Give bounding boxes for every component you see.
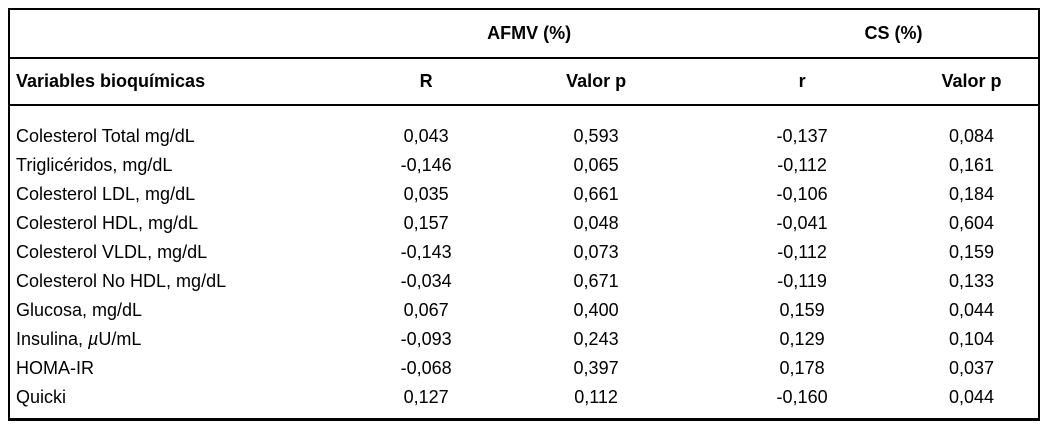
cs-r-cell: -0,106 — [776, 184, 828, 204]
cs-p-cell: 0,037 — [949, 358, 995, 378]
afmv-p-cell: 0,661 — [573, 184, 619, 204]
variable-label-suffix: U/mL — [98, 329, 142, 349]
cs-r-cell: -0,137 — [776, 126, 828, 146]
variable-cell: Triglicéridos, mg/dL — [16, 155, 173, 175]
table-row: Quicki 0,127 0,112 -0,160 0,044 — [9, 383, 1039, 420]
table-body: Colesterol Total mg/dL 0,043 0,593 -0,13… — [9, 105, 1039, 420]
cs-p-cell: 0,184 — [949, 184, 995, 204]
table-row: Glucosa, mg/dL 0,067 0,400 0,159 0,044 — [9, 296, 1039, 325]
cs-p-cell: 0,104 — [949, 329, 995, 349]
afmv-p-cell: 0,065 — [573, 155, 619, 175]
variable-cell: HOMA-IR — [16, 358, 94, 378]
column-group-header-row: AFMV (%) CS (%) — [9, 9, 1039, 59]
table-row: Colesterol VLDL, mg/dL -0,143 0,073 -0,1… — [9, 238, 1039, 267]
column-header-afmv-r: R — [359, 58, 494, 106]
cs-p-cell: 0,161 — [949, 155, 995, 175]
cs-p-cell: 0,044 — [949, 300, 995, 320]
cs-p-cell: 0,133 — [949, 271, 995, 291]
cs-r-cell: 0,178 — [779, 358, 825, 378]
afmv-r-cell: 0,157 — [403, 213, 449, 233]
afmv-r-cell: -0,146 — [400, 155, 452, 175]
cs-r-cell: -0,041 — [776, 213, 828, 233]
afmv-r-cell: -0,068 — [400, 358, 452, 378]
cs-p-cell: 0,159 — [949, 242, 995, 262]
afmv-p-cell: 0,073 — [573, 242, 619, 262]
afmv-r-cell: 0,127 — [403, 387, 449, 407]
mu-symbol: µ — [88, 329, 99, 349]
table-row: Triglicéridos, mg/dL -0,146 0,065 -0,112… — [9, 151, 1039, 180]
cs-r-cell: -0,112 — [777, 242, 827, 262]
afmv-r-cell: 0,035 — [403, 184, 449, 204]
afmv-p-cell: 0,397 — [573, 358, 619, 378]
variable-cell: Colesterol Total mg/dL — [16, 126, 195, 146]
table-header: AFMV (%) CS (%) Variables bioquímicas R … — [9, 9, 1039, 106]
variable-cell: Insulina, µU/mL — [9, 325, 359, 354]
column-header-row: Variables bioquímicas R Valor p r Valor … — [9, 58, 1039, 106]
table-row: Colesterol LDL, mg/dL 0,035 0,661 -0,106… — [9, 180, 1039, 209]
afmv-r-cell: -0,093 — [400, 329, 452, 349]
variable-cell: Glucosa, mg/dL — [16, 300, 143, 320]
afmv-p-cell: 0,112 — [574, 387, 618, 407]
afmv-r-cell: 0,067 — [403, 300, 449, 320]
variable-label-prefix: Insulina, — [16, 329, 89, 349]
cs-p-cell: 0,044 — [949, 387, 995, 407]
column-header-cs-r: r — [699, 58, 906, 106]
cs-r-cell: 0,159 — [779, 300, 825, 320]
column-header-variables: Variables bioquímicas — [9, 58, 360, 106]
afmv-r-cell: -0,143 — [400, 242, 452, 262]
cs-p-cell: 0,604 — [949, 213, 995, 233]
table-row: Colesterol Total mg/dL 0,043 0,593 -0,13… — [9, 105, 1039, 151]
variable-cell: Colesterol VLDL, mg/dL — [16, 242, 208, 262]
cs-p-cell: 0,084 — [949, 126, 995, 146]
cs-r-cell: 0,129 — [779, 329, 825, 349]
cs-r-cell: -0,112 — [777, 155, 827, 175]
table-row: Colesterol HDL, mg/dL 0,157 0,048 -0,041… — [9, 209, 1039, 238]
afmv-p-cell: 0,048 — [573, 213, 619, 233]
column-header-afmv-valor-p: Valor p — [493, 58, 700, 106]
afmv-p-cell: 0,671 — [573, 271, 619, 291]
afmv-r-cell: 0,043 — [403, 126, 449, 146]
table-row: Insulina, µU/mL -0,093 0,243 0,129 0,104 — [9, 325, 1039, 354]
table-row: HOMA-IR -0,068 0,397 0,178 0,037 — [9, 354, 1039, 383]
empty-corner-cell — [9, 9, 360, 59]
variable-cell: Colesterol HDL, mg/dL — [16, 213, 199, 233]
table-row: Colesterol No HDL, mg/dL -0,034 0,671 -0… — [9, 267, 1039, 296]
afmv-r-cell: -0,034 — [400, 271, 452, 291]
cs-r-cell: -0,160 — [776, 387, 828, 407]
afmv-p-cell: 0,400 — [573, 300, 619, 320]
afmv-p-cell: 0,243 — [573, 329, 619, 349]
cs-group-header: CS (%) — [699, 9, 1039, 59]
variable-cell: Quicki — [16, 387, 67, 407]
afmv-group-header: AFMV (%) — [359, 9, 700, 59]
afmv-p-cell: 0,593 — [573, 126, 619, 146]
correlation-table: AFMV (%) CS (%) Variables bioquímicas R … — [8, 8, 1040, 421]
variable-cell: Colesterol No HDL, mg/dL — [16, 271, 227, 291]
variable-cell: Colesterol LDL, mg/dL — [16, 184, 196, 204]
column-header-cs-valor-p: Valor p — [905, 58, 1039, 106]
cs-r-cell: -0,119 — [777, 271, 827, 291]
